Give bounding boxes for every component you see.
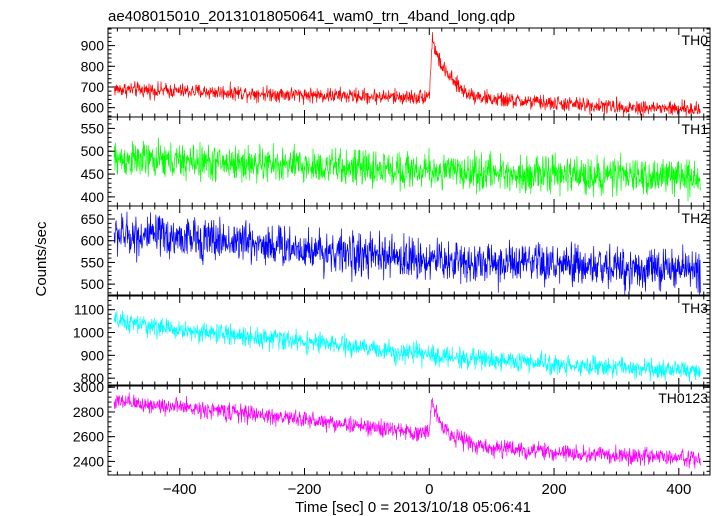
y-tick-label: 400 bbox=[81, 189, 105, 205]
x-tick-label: 200 bbox=[542, 481, 567, 498]
panel-th1: 400 450 500 550 TH1 bbox=[81, 116, 711, 207]
series-line-th1 bbox=[113, 137, 701, 202]
panel-th0: 600 700 800 900 TH0 bbox=[81, 27, 711, 118]
panel-frame bbox=[107, 385, 711, 476]
panel-label: TH1 bbox=[682, 121, 709, 137]
panel-th0123: 2400 2600 2800 3000 TH0123 −400 −200 0 200 400 bbox=[73, 379, 711, 498]
x-tick-label: 400 bbox=[666, 481, 691, 498]
y-tick-label: 2800 bbox=[73, 404, 104, 420]
y-tick-label: 900 bbox=[81, 347, 105, 363]
series-line-th3 bbox=[113, 310, 701, 383]
y-tick-label: 550 bbox=[81, 254, 105, 270]
y-axis-label: Counts/sec bbox=[33, 221, 50, 297]
series-line-th0 bbox=[113, 32, 701, 117]
y-tick-label: 600 bbox=[81, 100, 105, 116]
y-tick-label: 800 bbox=[81, 370, 105, 386]
x-tick-label: 0 bbox=[425, 481, 433, 498]
series-line-th0123 bbox=[113, 392, 701, 469]
y-tick-label: 2400 bbox=[73, 453, 104, 469]
y-tick-label: 550 bbox=[81, 120, 105, 136]
panel-th3: 800 900 1000 1100 TH3 bbox=[73, 295, 711, 386]
y-tick-label: 1100 bbox=[74, 302, 104, 318]
panel-label: TH3 bbox=[682, 300, 709, 316]
y-tick-label: 800 bbox=[81, 58, 105, 74]
y-tick-label: 650 bbox=[81, 211, 105, 227]
y-tick-label: 3000 bbox=[73, 379, 104, 395]
y-tick-label: 600 bbox=[81, 233, 105, 249]
x-tick-label: −200 bbox=[288, 481, 322, 498]
panel-frame bbox=[107, 295, 711, 386]
chart-title: ae408015010_20131018050641_wam0_trn_4ban… bbox=[108, 8, 515, 25]
y-tick-label: 1000 bbox=[73, 325, 104, 341]
panel-frame bbox=[107, 205, 711, 296]
y-tick-label: 450 bbox=[81, 166, 105, 182]
y-tick-label: 500 bbox=[81, 143, 105, 159]
panel-label: TH0 bbox=[682, 32, 709, 48]
y-tick-label: 700 bbox=[81, 79, 105, 95]
panel-th2: 500 550 600 650 TH2 bbox=[81, 205, 711, 296]
series-line-th2 bbox=[113, 211, 701, 295]
y-tick-label: 2600 bbox=[73, 429, 104, 445]
y-tick-label: 900 bbox=[81, 38, 105, 54]
x-tick-label: −400 bbox=[163, 481, 197, 498]
y-tick-label: 500 bbox=[81, 276, 105, 292]
panel-label: TH0123 bbox=[658, 390, 708, 406]
panel-label: TH2 bbox=[682, 210, 709, 226]
x-axis-label: Time [sec] 0 = 2013/10/18 05:06:41 bbox=[295, 499, 531, 516]
